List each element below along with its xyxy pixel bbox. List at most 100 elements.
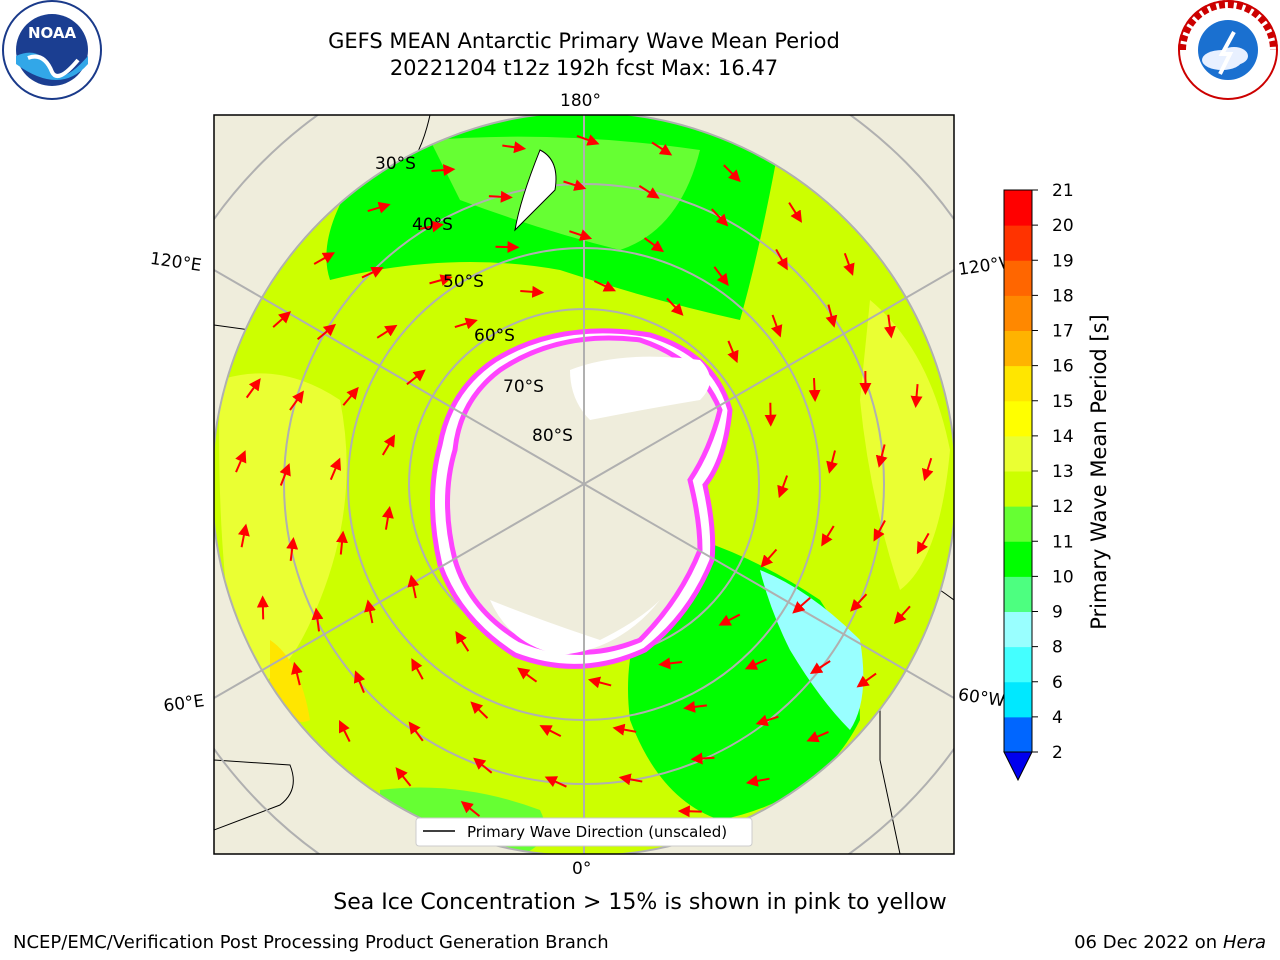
colorbar-segment: [1004, 435, 1032, 472]
wave-arrow: [883, 314, 896, 339]
colorbar-tick-label: 20: [1052, 216, 1074, 236]
footer-credit: NCEP/EMC/Verification Post Processing Pr…: [13, 932, 609, 953]
wave-arrow: [454, 317, 478, 330]
wave-arrow: [279, 463, 291, 486]
lat-label-70s: 70°S: [503, 377, 544, 397]
wave-arrow: [455, 631, 470, 652]
wave-arrow: [821, 525, 835, 547]
footer-date-text: 06 Dec 2022 on: [1074, 932, 1218, 953]
lon-label-120e: 120°E: [149, 249, 203, 276]
wave-arrow: [407, 574, 420, 599]
wave-arrow: [272, 311, 292, 328]
colorbar-tick-label: 10: [1052, 567, 1074, 587]
wave-arrow: [569, 229, 593, 241]
wave-arrow: [420, 220, 444, 233]
wave-arrow: [517, 667, 538, 683]
wave-arrow: [825, 304, 838, 328]
wave-arrow: [367, 201, 391, 214]
wave-arrow: [286, 537, 299, 561]
wave-arrow: [651, 141, 673, 156]
colorbar-segment: [1004, 471, 1032, 507]
wave-arrow: [618, 773, 643, 786]
colorbar-tick-label: 17: [1052, 322, 1074, 342]
wave-arrow: [770, 314, 783, 338]
wave-arrow: [723, 164, 741, 183]
nws-logo: [1178, 0, 1278, 100]
wave-arrow: [411, 658, 424, 680]
wave-arrow: [808, 377, 821, 402]
wave-arrow: [658, 657, 683, 670]
wave-arrow: [245, 378, 261, 399]
wave-arrow: [638, 185, 660, 199]
colorbar-segment: [1004, 646, 1032, 683]
wave-arrow: [826, 450, 838, 474]
colorbar-segment: [1004, 330, 1032, 367]
wave-arrow: [408, 721, 424, 742]
wave-arrow: [470, 701, 489, 719]
colorbar-extend-arrow: [1003, 751, 1033, 782]
colorbar-segment: [1004, 400, 1032, 437]
wave-arrow: [718, 613, 741, 626]
colorbar-segment: [1004, 681, 1032, 718]
colorbar-segment: [1004, 716, 1032, 753]
wave-arrow: [666, 297, 684, 316]
wave-arrow: [727, 340, 739, 364]
wave-arrow: [788, 202, 802, 223]
wave-arrow: [289, 390, 304, 411]
wave-arrow: [364, 599, 376, 624]
wave-arrow: [353, 670, 366, 694]
wave-arrow: [235, 450, 247, 473]
wave-arrow: [775, 248, 788, 271]
wave-arrow: [381, 505, 394, 530]
colorbar-tick-label: 14: [1052, 427, 1074, 447]
wave-arrow: [539, 725, 562, 738]
wave-arrow: [576, 134, 600, 146]
wave-arrow: [329, 457, 342, 481]
wave-arrow: [502, 141, 527, 154]
legend-label: Primary Wave Direction (unscaled): [467, 823, 727, 841]
wave-arrow: [406, 369, 426, 386]
colorbar-tick-label: 15: [1052, 392, 1074, 412]
chart-title: GEFS MEAN Antarctic Primary Wave Mean Pe…: [328, 29, 840, 53]
lat-label-80s: 80°S: [532, 426, 573, 446]
colorbar-tick-label: 8: [1052, 638, 1063, 658]
colorbar-tick-label: 13: [1052, 462, 1074, 482]
wave-arrow: [520, 285, 545, 298]
colorbar-segment: [1004, 576, 1032, 612]
wave-arrow: [612, 723, 637, 736]
colorbar-segment: [1004, 541, 1032, 577]
ross-ice-white: [570, 356, 710, 420]
colorbar-segment: [1004, 190, 1032, 226]
colorbar-segment: [1004, 295, 1032, 331]
africa-landmass: [214, 759, 294, 831]
wave-band-lightgreen: [430, 136, 700, 250]
wave-arrow: [745, 775, 770, 787]
colorbar-tick-label: 9: [1052, 603, 1063, 623]
wave-arrow: [755, 714, 779, 727]
lat-label-50s: 50°S: [443, 272, 484, 292]
lon-label-60w: 60°W: [957, 685, 1006, 711]
wave-arrow: [291, 661, 303, 686]
lon-label-0: 0°: [572, 859, 591, 879]
colorbar-tick-label: 6: [1052, 673, 1063, 693]
wave-arrow: [760, 548, 778, 568]
colorbar-tick-label: 21: [1052, 181, 1074, 201]
wave-arrow: [792, 596, 811, 614]
wave-arrow: [806, 730, 829, 743]
wave-arrow: [843, 252, 855, 276]
wave-arrow: [873, 520, 886, 542]
lat-label-60s: 60°S: [474, 326, 515, 346]
wave-arrow: [809, 660, 831, 674]
lat-label-40s: 40°S: [412, 215, 453, 235]
map-legend: Primary Wave Direction (unscaled): [415, 817, 753, 847]
footer-machine: Hera: [1222, 932, 1266, 953]
wave-arrow: [237, 523, 250, 548]
wave-band-yellow-west: [219, 373, 347, 684]
wave-arrow: [361, 266, 384, 279]
wave-arrow: [429, 274, 453, 286]
sea-ice-note: Sea Ice Concentration > 15% is shown in …: [333, 890, 947, 915]
lon-label-60e: 60°E: [162, 691, 205, 716]
footer-date: 06 Dec 2022 on Hera: [1074, 932, 1266, 953]
wave-arrow: [473, 757, 493, 774]
new-zealand-landmass: [514, 149, 557, 232]
